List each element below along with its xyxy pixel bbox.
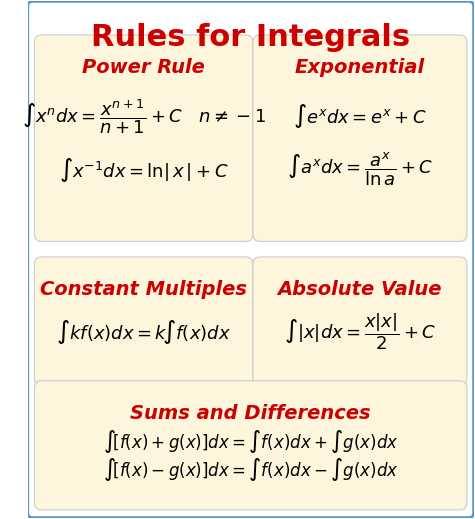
Text: $\int x^{-1}dx = \ln|\, x\,|+C$: $\int x^{-1}dx = \ln|\, x\,|+C$ <box>59 156 228 184</box>
FancyBboxPatch shape <box>34 257 253 386</box>
Text: Power Rule: Power Rule <box>82 58 205 77</box>
Text: Absolute Value: Absolute Value <box>278 280 442 299</box>
FancyBboxPatch shape <box>34 35 253 241</box>
Text: $\int |x|dx = \dfrac{x|x|}{2}+C$: $\int |x|dx = \dfrac{x|x|}{2}+C$ <box>284 311 436 352</box>
Text: Sums and Differences: Sums and Differences <box>130 404 371 423</box>
FancyBboxPatch shape <box>253 257 467 386</box>
FancyBboxPatch shape <box>34 381 467 510</box>
Text: $\int e^{x}dx = e^{x}+C$: $\int e^{x}dx = e^{x}+C$ <box>293 102 427 130</box>
FancyBboxPatch shape <box>28 2 474 517</box>
Text: Rules for Integrals: Rules for Integrals <box>91 23 410 52</box>
Text: $\int\!\left[f(x)+g(x)\right]dx = \int f(x)dx+\int g(x)dx$: $\int\!\left[f(x)+g(x)\right]dx = \int f… <box>103 428 399 455</box>
Text: $\int a^{x}dx = \dfrac{a^{x}}{\ln a}+C$: $\int a^{x}dx = \dfrac{a^{x}}{\ln a}+C$ <box>287 151 433 188</box>
Text: $\int kf(x)dx = k\!\int f(x)dx$: $\int kf(x)dx = k\!\int f(x)dx$ <box>56 318 231 346</box>
Text: Constant Multiples: Constant Multiples <box>40 280 247 299</box>
Text: Exponential: Exponential <box>295 58 425 77</box>
FancyBboxPatch shape <box>253 35 467 241</box>
Text: $\int\!\left[f(x)-g(x)\right]dx = \int f(x)dx-\int g(x)dx$: $\int\!\left[f(x)-g(x)\right]dx = \int f… <box>103 456 399 483</box>
Text: $\int x^{n}dx = \dfrac{x^{n+1}}{n+1}+C \quad n \neq -1$: $\int x^{n}dx = \dfrac{x^{n+1}}{n+1}+C \… <box>21 97 266 135</box>
